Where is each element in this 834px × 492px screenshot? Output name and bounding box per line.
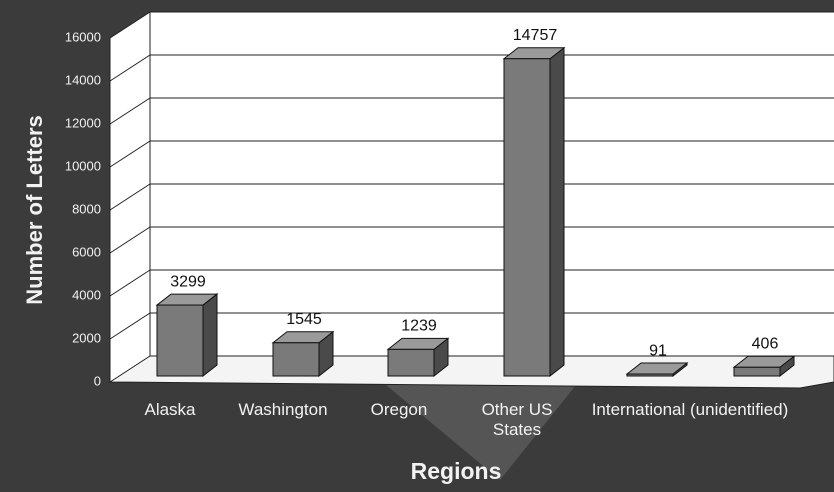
bar-side [202,293,218,378]
bar [733,366,781,377]
bar [272,342,320,377]
value-label: 3299 [170,273,206,290]
grid-line [109,269,151,297]
x-tick-label: International (unidentified) [591,400,789,419]
value-label: 1239 [401,318,437,335]
x-tick-label: Oregon [370,400,428,419]
x-axis-label: Regions [411,458,502,484]
bar [156,304,204,377]
grid-line [109,312,151,340]
grid-line [109,226,151,254]
y-tick-label: 14000 [65,72,101,87]
bar [387,348,435,377]
y-tick-label: 6000 [72,244,101,259]
x-tick-label: Other US States [481,400,553,439]
grid-line [109,11,151,39]
value-label: 406 [752,335,779,352]
y-tick-label: 8000 [72,201,101,216]
y-tick-label: 10000 [65,158,101,173]
floor [108,355,834,389]
value-label: 1545 [286,311,322,328]
y-tick-label: 0 [94,373,101,388]
value-label: 91 [649,342,667,359]
value-label: 14757 [513,27,558,44]
background-shape [380,380,580,480]
grid-line [109,183,151,211]
y-tick-label: 2000 [72,330,101,345]
y-axis-label: Number of Letters [22,115,47,304]
y-tick-label: 12000 [65,115,101,130]
bar [626,373,674,377]
grid-line [109,97,151,125]
bar-side [549,46,565,378]
bar [503,58,551,377]
plot-walls [110,12,834,388]
y-tick-label: 16000 [65,29,101,44]
x-tick-label: Washington [238,400,328,419]
grid-line [109,54,151,82]
x-tick-label: Alaska [144,400,196,419]
y-tick-label: 4000 [72,287,101,302]
grid-line [109,140,151,168]
